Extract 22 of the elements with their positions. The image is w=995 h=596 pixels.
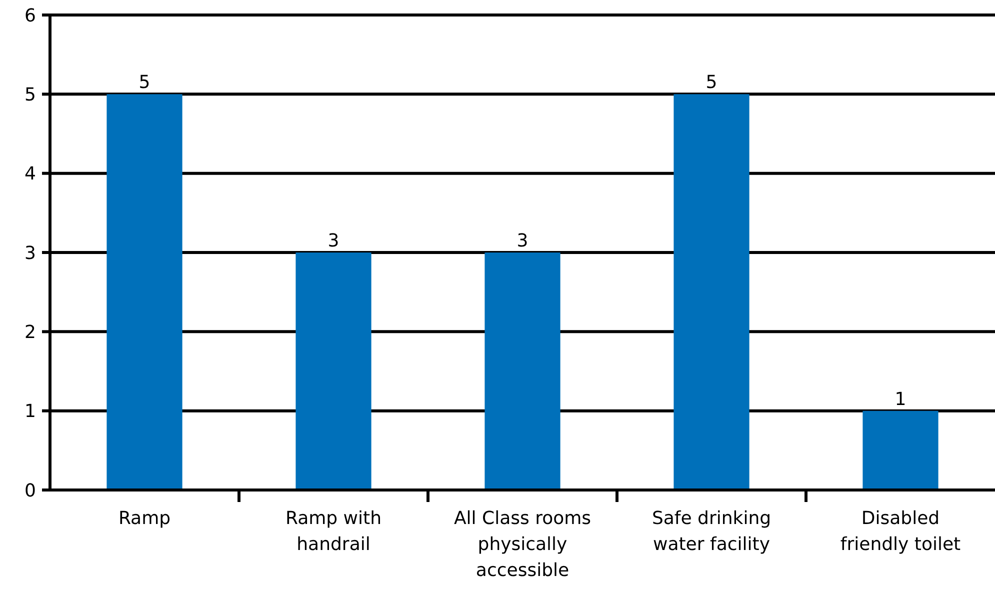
y-tick-label: 0 xyxy=(24,480,36,502)
y-tick-label: 4 xyxy=(24,164,36,185)
y-tick-label: 3 xyxy=(24,242,36,264)
x-tick-label: Safe drinking water facility xyxy=(652,508,772,555)
y-tick-label: 1 xyxy=(24,401,36,422)
data-label: 5 xyxy=(706,72,718,94)
bar xyxy=(106,94,182,490)
data-label: 5 xyxy=(138,72,150,94)
x-tick-label: Ramp with handrail xyxy=(285,508,382,555)
x-tick-label: All Class rooms physically accessible xyxy=(454,508,592,581)
data-label: 1 xyxy=(894,388,906,410)
bar xyxy=(296,252,372,490)
data-label: 3 xyxy=(328,230,340,252)
y-tick-label: 2 xyxy=(24,322,36,343)
y-tick-label: 6 xyxy=(24,5,36,26)
bar xyxy=(484,252,560,490)
bar xyxy=(674,94,750,490)
data-label: 3 xyxy=(516,230,528,252)
y-tick-label: 5 xyxy=(24,84,36,106)
x-tick-label: Ramp xyxy=(118,508,171,529)
bar xyxy=(862,410,938,490)
x-tick-label: Disabled friendly toilet xyxy=(840,508,961,555)
